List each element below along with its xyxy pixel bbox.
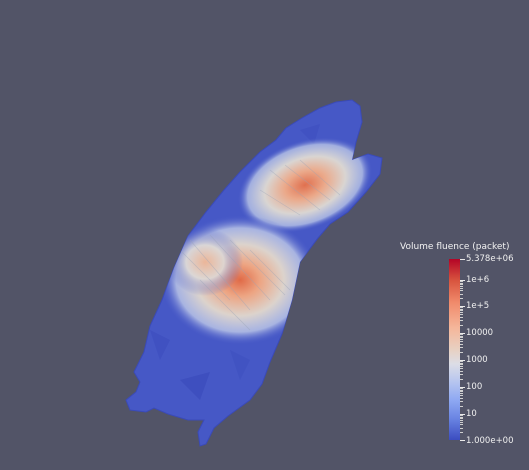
- colorbar-minor-tick: [460, 374, 463, 376]
- colorbar-title: Volume fluence (packet): [400, 242, 510, 252]
- colorbar-minor-tick: [460, 320, 463, 322]
- colorbar-max-label: 5.378e+06: [466, 254, 514, 264]
- colorbar-minor-tick: [460, 335, 463, 337]
- colorbar-minor-tick: [460, 347, 463, 349]
- colorbar-tick: [460, 259, 465, 260]
- colorbar-minor-tick: [460, 314, 463, 316]
- colorbar-minor-tick: [460, 312, 463, 313]
- colorbar-minor-tick: [460, 389, 463, 391]
- colorbar-minor-tick: [460, 368, 463, 370]
- colorbar-minor-tick: [460, 281, 463, 283]
- colorbar-minor-tick: [460, 307, 463, 309]
- colorbar-minor-tick: [460, 378, 463, 380]
- colorbar-minor-tick: [460, 405, 463, 407]
- colorbar-minor-tick: [460, 298, 463, 300]
- colorbar-minor-tick: [460, 427, 463, 429]
- colorbar-minor-tick: [460, 290, 463, 292]
- colorbar-minor-tick: [460, 401, 463, 403]
- colorbar-minor-tick: [460, 432, 463, 434]
- colorbar-tick: [460, 360, 465, 361]
- colorbar-minor-tick: [460, 282, 463, 284]
- colorbar-minor-tick: [460, 339, 463, 340]
- colorbar-minor-tick: [460, 419, 463, 421]
- colorbar-tick: [460, 387, 465, 388]
- colorbar-minor-tick: [460, 308, 463, 310]
- colorbar-minor-tick: [460, 361, 463, 363]
- colorbar-minor-tick: [460, 366, 463, 367]
- colorbar-minor-tick: [460, 334, 463, 336]
- colorbar-minor-tick: [460, 393, 463, 394]
- colorbar-minor-tick: [460, 310, 463, 312]
- colorbar-tick: [460, 280, 465, 281]
- colorbar-minor-tick: [460, 293, 463, 295]
- colorbar-min-label: 1.000e+00: [466, 436, 514, 446]
- colorbar-legend: [449, 259, 460, 440]
- colorbar-minor-tick: [460, 343, 463, 345]
- colorbar-tick-label: 100: [466, 382, 483, 392]
- colorbar-tick-label: 10: [466, 409, 477, 419]
- colorbar-minor-tick: [460, 388, 463, 390]
- colorbar-tick-label: 1e+6: [466, 275, 490, 285]
- colorbar-minor-tick: [460, 416, 463, 418]
- colorbar-minor-tick: [460, 285, 463, 287]
- colorbar-minor-tick: [460, 341, 463, 343]
- colorbar-tick-label: 1000: [466, 355, 488, 365]
- colorbar-minor-tick: [460, 421, 463, 423]
- colorbar-minor-tick: [460, 337, 463, 339]
- colorbar-minor-tick: [460, 364, 463, 366]
- colorbar-tick-label: 1e+5: [466, 301, 490, 311]
- colorbar-minor-tick: [460, 324, 463, 326]
- colorbar-minor-tick: [460, 395, 463, 397]
- colorbar-tick: [460, 306, 465, 307]
- colorbar-tick-label: 10000: [466, 328, 494, 338]
- colorbar-tick: [460, 414, 465, 415]
- colorbar-minor-tick: [460, 284, 463, 285]
- colorbar-minor-tick: [460, 362, 463, 364]
- colorbar-minor-tick: [460, 351, 463, 353]
- colorbar-minor-tick: [460, 397, 463, 399]
- colorbar-minor-tick: [460, 287, 463, 289]
- colorbar-tick: [460, 440, 465, 441]
- colorbar-minor-tick: [460, 316, 463, 318]
- colorbar-minor-tick: [460, 391, 463, 393]
- colorbar-minor-tick: [460, 424, 463, 426]
- colorbar-tick: [460, 333, 465, 334]
- colorbar-minor-tick: [460, 415, 463, 417]
- colorbar-minor-tick: [460, 418, 463, 419]
- colorbar-minor-tick: [460, 370, 463, 372]
